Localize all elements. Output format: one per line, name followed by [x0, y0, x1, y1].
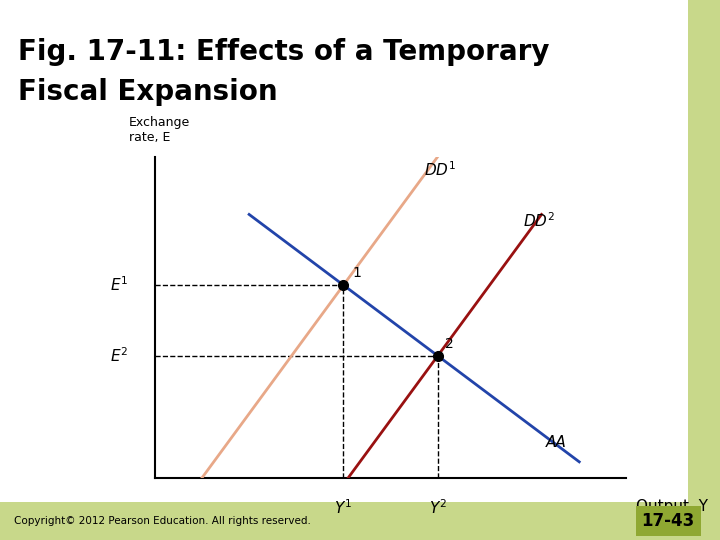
Text: $E^1$: $E^1$ [110, 276, 129, 294]
Text: AA: AA [546, 435, 567, 450]
Text: 17-43: 17-43 [642, 512, 695, 530]
Text: $Y^1$: $Y^1$ [334, 499, 353, 517]
Text: Output, Y: Output, Y [636, 499, 708, 514]
Text: $DD^1$: $DD^1$ [423, 160, 456, 179]
Text: $DD^2$: $DD^2$ [523, 212, 555, 230]
Text: Exchange
rate, E: Exchange rate, E [129, 116, 190, 144]
Text: Fig. 17-11: Effects of a Temporary: Fig. 17-11: Effects of a Temporary [18, 38, 549, 66]
Text: Fiscal Expansion: Fiscal Expansion [18, 78, 278, 106]
Text: $E^2$: $E^2$ [110, 347, 129, 365]
Text: 2: 2 [445, 337, 454, 351]
Text: 1: 1 [353, 266, 361, 280]
Text: Copyright© 2012 Pearson Education. All rights reserved.: Copyright© 2012 Pearson Education. All r… [14, 516, 311, 526]
Text: $Y^2$: $Y^2$ [428, 499, 447, 517]
